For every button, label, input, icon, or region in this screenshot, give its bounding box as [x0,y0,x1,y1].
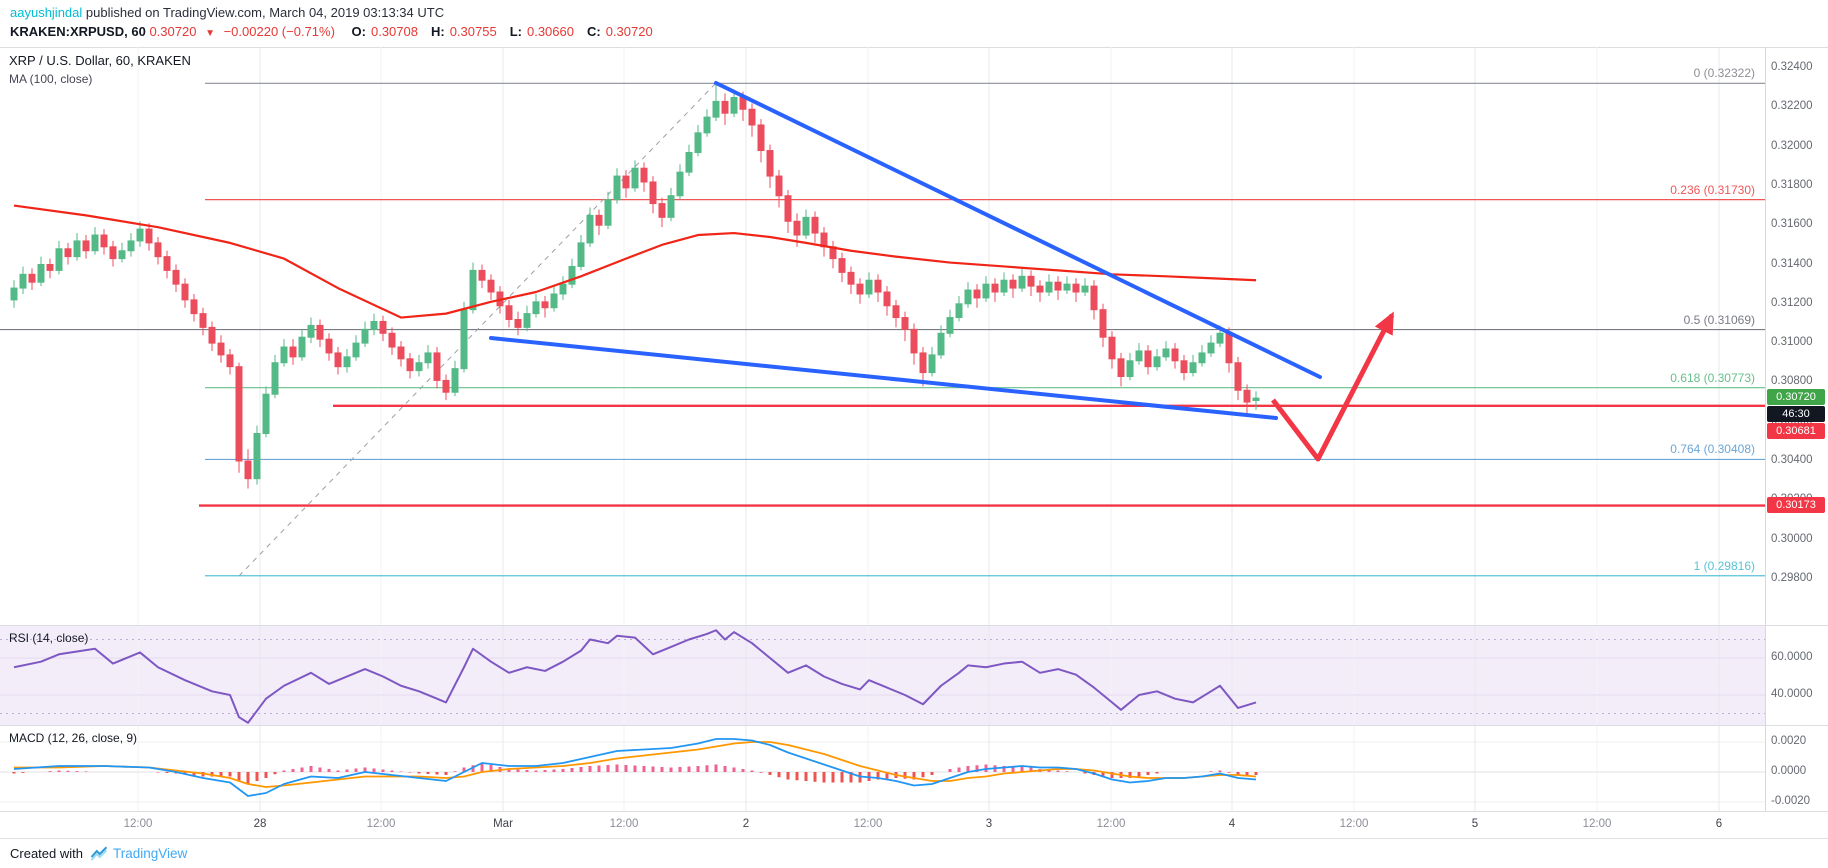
symbol-info-bar: KRAKEN:XRPUSD, 60 0.30720 ▼ −0.00220 (−0… [10,24,663,39]
up-arrow-drawing [1271,311,1395,462]
time-tick-label: 28 [253,818,267,830]
price-tick-label: 0.31000 [1771,336,1813,349]
pane-separator-macd [0,725,1828,726]
price-tick-label: 0.30800 [1771,375,1813,388]
tradingview-brand-text: TradingView [112,846,188,861]
footer: Created with TradingView [0,838,1828,868]
macd-line [13,738,1257,797]
price-tick-label: 0.32000 [1771,139,1813,152]
time-tick-label: 2 [742,818,750,830]
rsi-tick-label: 60.0000 [1771,651,1813,663]
time-tick-label: 12:00 [853,818,883,830]
time-tick-label: 12:00 [123,818,153,830]
time-tick-label: 4 [1228,818,1236,830]
macd-signal-line [14,741,1257,788]
time-tick-label: 12:00 [609,818,639,830]
ohlc-value: 0.30755 [449,24,497,39]
ohlc-label: H: [430,24,445,39]
header-separator [0,47,1828,48]
time-axis[interactable]: 12:00 28 12:00 Mar 12:00 2 12:00 3 12:00 4 12:00 5 1… [0,811,1765,838]
time-tick-label: 12:00 [366,818,396,830]
price-axis-badge: 0.30681 [1767,423,1825,440]
pane-separator-rsi [0,625,1828,626]
created-with-text: Created with [10,846,83,861]
pane-separator-time [0,811,1828,812]
price-tick-label: 0.32200 [1771,100,1813,113]
fib-reference-line [238,82,717,577]
time-tick-label: Mar [493,818,513,830]
price-tick-label: 0.31400 [1771,257,1813,270]
publisher-username[interactable]: aayushjindal [10,5,83,20]
price-tick-label: 0.31200 [1771,296,1813,309]
rsi-line [13,629,1257,724]
ohlc-values: O: 0.30708 H: 0.30755 L: 0.30660 C: 0.30720 [344,24,658,39]
change-down-arrow-icon: ▼ [205,28,215,39]
price-axis-badge: 46:30 [1767,406,1825,423]
macd-tick-label: -0.0020 [1771,795,1811,807]
price-tick-label: 0.30400 [1771,454,1813,466]
price-tick-label: 0.32400 [1771,61,1813,73]
ohlc-label: L: [509,24,522,39]
time-tick-label: 12:00 [1582,818,1612,830]
time-tick-label: 5 [1471,818,1479,830]
publish-info: aayushjindal published on TradingView.co… [10,5,444,20]
ohlc-value: 0.30720 [605,24,653,39]
last-price: 0.30720 [149,24,197,39]
rsi-tick-label: 40.0000 [1771,688,1813,700]
time-tick-label: 3 [985,818,993,830]
tradingview-logo-icon [90,846,108,861]
ma-legend-label: MA (100, close) [9,72,93,86]
chart-legend-title: XRP / U.S. Dollar, 60, KRAKEN [9,53,191,68]
price-axis-badge: 0.30720 [1767,389,1825,406]
price-axis-border [1765,47,1766,811]
symbol-title: KRAKEN:XRPUSD, 60 [10,24,146,39]
rsi-pane-label: RSI (14, close) [9,631,89,645]
macd-tick-label: 0.0020 [1771,735,1807,747]
time-tick-label: 12:00 [1096,818,1126,830]
ohlc-value: 0.30708 [370,24,418,39]
trendline-lower [489,336,1278,420]
price-axis[interactable]: 0.32400 0.32200 0.32000 0.31800 0.31600 0.314… [1765,47,1828,811]
price-tick-label: 0.30600 [1771,414,1813,427]
macd-pane-label: MACD (12, 26, close, 9) [9,731,138,745]
time-tick-label: 12:00 [1339,818,1369,830]
publish-text: published on TradingView.com, March 04, … [82,5,445,20]
rsi-pane-bg [0,625,1765,725]
price-tick-label: 0.29800 [1771,571,1813,584]
tradingview-brand-link[interactable]: TradingView [90,845,187,863]
ohlc-label: C: [586,24,601,39]
macd-histogram [12,763,1258,784]
price-tick-label: 0.30200 [1771,493,1813,506]
candlestick-series [10,83,1260,489]
ohlc-value: 0.30660 [526,24,574,39]
price-tick-label: 0.31600 [1771,218,1813,231]
ohlc-label: O: [351,24,366,39]
chart-canvas[interactable] [0,47,1765,811]
price-axis-badge: 0.30173 [1767,496,1825,513]
price-change: −0.00220 (−0.71%) [223,24,335,39]
ma-100-line [13,204,1257,319]
trendline-upper [714,81,1322,379]
time-tick-label: 6 [1715,818,1723,830]
price-tick-label: 0.31800 [1771,178,1813,191]
price-tick-label: 0.30000 [1771,532,1813,545]
macd-tick-label: 0.0000 [1771,765,1807,777]
